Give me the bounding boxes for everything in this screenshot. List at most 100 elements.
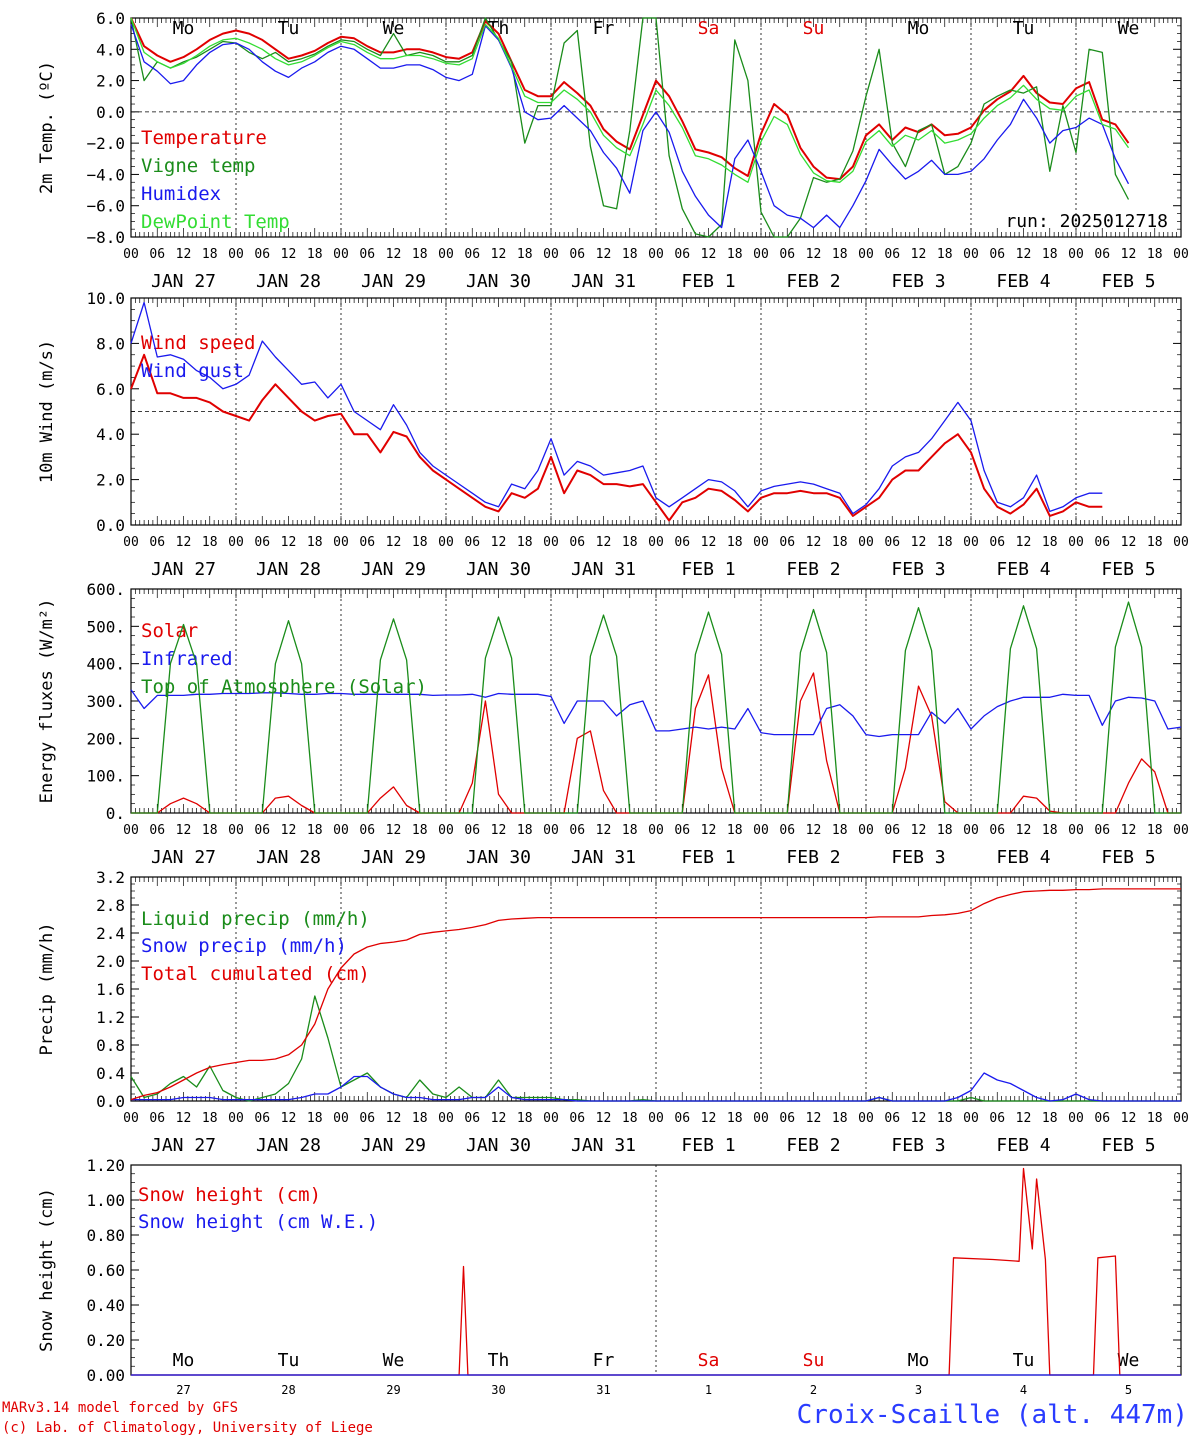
x-date-label: JAN 28: [256, 1135, 321, 1156]
x-hour-label: 18: [202, 823, 218, 838]
x-hour-label: 06: [569, 1111, 585, 1126]
x-date-label: JAN 30: [466, 271, 531, 292]
y-tick-label: 600.: [86, 580, 125, 599]
x-hour-label: 00: [228, 823, 244, 838]
x-date-label: FEB 3: [891, 559, 945, 580]
y-tick-label: 0.: [106, 804, 125, 823]
x-hour-label: 00: [228, 535, 244, 550]
x-hour-label: 12: [281, 535, 297, 550]
x-hour-label: 06: [569, 823, 585, 838]
day-of-week-label: Sa: [698, 1350, 720, 1371]
x-hour-label: 12: [1121, 1111, 1137, 1126]
x-date-label: JAN 27: [151, 559, 216, 580]
x-hour-label: 12: [491, 247, 507, 262]
series-line-top-of-atmosphere-solar: [131, 601, 1181, 814]
x-hour-label: 18: [832, 535, 848, 550]
x-hour-label: 06: [464, 535, 480, 550]
x-date-label: FEB 1: [681, 1135, 735, 1156]
x-hour-label: 06: [674, 1111, 690, 1126]
x-date-label: JAN 29: [361, 559, 426, 580]
x-hour-label: 06: [989, 247, 1005, 262]
x-date-label: FEB 2: [786, 847, 840, 868]
series-line-dewpoint-temp: [130, 17, 1130, 183]
x-hour-label: 06: [884, 535, 900, 550]
day-of-week-label: Su: [803, 1350, 825, 1371]
x-hour-label: 12: [1016, 1111, 1032, 1126]
day-of-week-label: Mo: [908, 18, 930, 39]
x-hour-label: 00: [1173, 823, 1189, 838]
x-hour-label: 18: [937, 1111, 953, 1126]
x-date-label: JAN 28: [256, 559, 321, 580]
x-hour-label: 00: [753, 1111, 769, 1126]
x-day-number: 3: [915, 1383, 922, 1397]
x-hour-label: 00: [648, 823, 664, 838]
x-date-label: FEB 5: [1101, 271, 1155, 292]
x-hour-label: 12: [596, 247, 612, 262]
x-hour-label: 00: [543, 247, 559, 262]
day-of-week-label: Su: [803, 18, 825, 39]
x-hour-label: 12: [806, 247, 822, 262]
x-hour-label: 18: [412, 535, 428, 550]
x-hour-label: 12: [1016, 535, 1032, 550]
day-of-week-label: We: [383, 18, 405, 39]
y-tick-label: 0.0: [96, 1092, 125, 1111]
x-hour-label: 12: [176, 823, 192, 838]
y-tick-label: −4.0: [86, 165, 125, 184]
legend-entry: Wind gust: [141, 360, 244, 382]
x-hour-label: 18: [517, 823, 533, 838]
x-hour-label: 00: [123, 1111, 139, 1126]
x-hour-label: 18: [202, 1111, 218, 1126]
y-tick-label: 0.20: [86, 1331, 125, 1350]
series-line-temperature: [130, 17, 1130, 181]
x-hour-label: 18: [517, 535, 533, 550]
x-hour-label: 12: [281, 823, 297, 838]
legend-entry: Liquid precip (mm/h): [141, 908, 370, 930]
x-hour-label: 00: [543, 1111, 559, 1126]
x-date-label: FEB 4: [996, 559, 1050, 580]
day-of-week-label: Mo: [173, 18, 195, 39]
x-hour-label: 06: [149, 535, 165, 550]
x-hour-label: 18: [517, 1111, 533, 1126]
x-hour-label: 18: [727, 247, 743, 262]
x-hour-label: 00: [1068, 535, 1084, 550]
y-tick-label: 1.00: [86, 1191, 125, 1210]
x-hour-label: 12: [596, 535, 612, 550]
series-line-vigne-temp: [130, 17, 1130, 238]
x-hour-label: 00: [963, 1111, 979, 1126]
x-day-number: 31: [596, 1383, 610, 1397]
x-hour-label: 12: [386, 247, 402, 262]
y-tick-label: −2.0: [86, 134, 125, 153]
y-tick-label: 0.4: [96, 1064, 125, 1083]
x-day-number: 30: [491, 1383, 505, 1397]
x-hour-label: 00: [648, 247, 664, 262]
x-date-label: FEB 5: [1101, 559, 1155, 580]
x-hour-label: 00: [438, 535, 454, 550]
y-tick-label: 0.00: [86, 1366, 125, 1385]
x-hour-label: 06: [254, 823, 270, 838]
x-date-label: FEB 3: [891, 1135, 945, 1156]
x-hour-label: 00: [753, 535, 769, 550]
legend-entry: Infrared: [141, 648, 233, 670]
x-hour-label: 00: [858, 1111, 874, 1126]
x-hour-label: 00: [1173, 535, 1189, 550]
x-hour-label: 12: [1016, 823, 1032, 838]
x-hour-label: 18: [1147, 1111, 1163, 1126]
y-tick-label: 0.0: [96, 103, 125, 122]
x-hour-label: 12: [176, 535, 192, 550]
y-tick-label: 2.4: [96, 924, 125, 943]
x-hour-label: 18: [1042, 535, 1058, 550]
x-date-label: JAN 31: [571, 847, 636, 868]
x-hour-label: 12: [176, 1111, 192, 1126]
x-hour-label: 18: [307, 535, 323, 550]
x-hour-label: 06: [1094, 247, 1110, 262]
x-hour-label: 06: [464, 247, 480, 262]
x-hour-label: 18: [937, 535, 953, 550]
x-hour-label: 00: [858, 535, 874, 550]
x-hour-label: 18: [937, 247, 953, 262]
x-hour-label: 00: [1068, 823, 1084, 838]
day-of-week-label: We: [383, 1350, 405, 1371]
day-of-week-label: Tu: [278, 18, 300, 39]
x-date-label: FEB 5: [1101, 847, 1155, 868]
x-day-number: 4: [1020, 1383, 1027, 1397]
y-tick-label: 200.: [86, 729, 125, 748]
